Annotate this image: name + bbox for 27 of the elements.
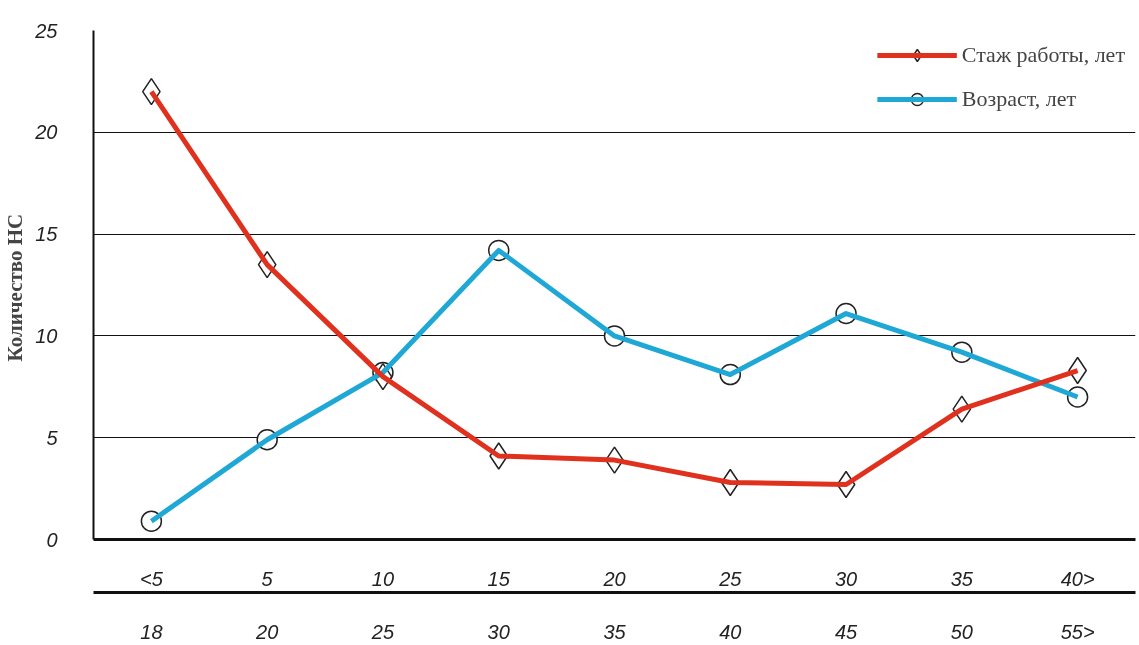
y-tick-label: 15	[35, 223, 59, 246]
text: 25	[370, 620, 395, 643]
text: 55>	[1060, 620, 1095, 643]
text: 30	[487, 620, 510, 643]
y-tick-label: 0	[46, 528, 58, 551]
x-tick-label: 20	[602, 567, 626, 590]
y-tick-label: 5	[46, 426, 59, 449]
x-tick-label: 35	[950, 567, 974, 590]
x-tick-label: 10	[371, 567, 395, 590]
text: 40	[719, 620, 742, 643]
text: 18	[140, 620, 163, 643]
y-tick-label: 25	[34, 19, 59, 42]
text: 20	[255, 620, 279, 643]
text: 35	[603, 620, 627, 643]
y-axis-title: Количество НС	[3, 213, 28, 362]
x-tick-label: 5	[261, 567, 274, 590]
legend-label: Возраст, лет	[961, 86, 1077, 112]
y-tick-label: 20	[34, 121, 58, 144]
x-tick-label: 25	[718, 567, 743, 590]
x-tick-label: <5	[139, 567, 164, 590]
legend-label: Стаж работы, лет	[961, 42, 1125, 68]
text: 45	[834, 620, 859, 643]
text: 50	[950, 620, 973, 643]
x-tick-label: 15	[487, 567, 511, 590]
y-tick-label: 10	[35, 324, 58, 347]
x-tick-label: 30	[834, 567, 858, 590]
x-tick-label: 40>	[1060, 567, 1095, 590]
